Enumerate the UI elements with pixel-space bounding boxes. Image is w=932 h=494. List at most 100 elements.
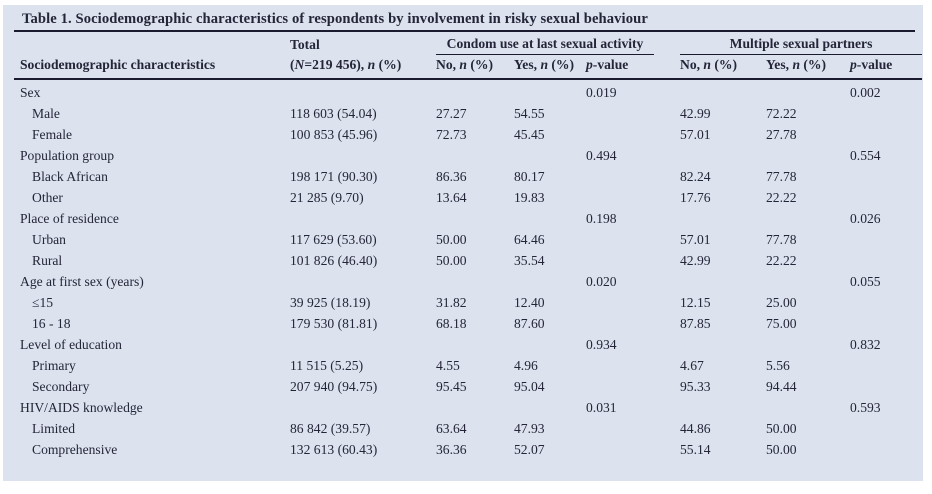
condom-no-value: 36.36 xyxy=(436,441,467,457)
yes-label-text2: (%) xyxy=(548,57,575,72)
gap-cell xyxy=(654,418,680,439)
total-value: 207 940 (94.75) xyxy=(290,378,378,394)
table-row: Comprehensive 132 613 (60.43) 36.36 52.07 55… xyxy=(14,439,922,460)
total-n-header-text2: =219 456), xyxy=(304,57,368,72)
multiple-no-value: 4.67 xyxy=(680,357,704,373)
multiple-no-value: 12.15 xyxy=(680,294,711,310)
multiple-yes-value: 50.00 xyxy=(766,420,797,436)
group-header-row: Total Condom use at last sexual activity… xyxy=(14,32,922,55)
col-header-multiple-no: No, n (%) xyxy=(680,54,766,80)
condom-yes-value xyxy=(514,208,586,229)
row-label: Male xyxy=(32,105,60,121)
multiple-pvalue: 0.593 xyxy=(850,399,881,415)
table-row: Place of residence 0.198 0.026 xyxy=(14,208,922,229)
condom-yes-value: 4.96 xyxy=(514,357,538,373)
gap-cell xyxy=(654,313,680,334)
condom-yes-value: 19.83 xyxy=(514,189,545,205)
condom-yes-value: 80.17 xyxy=(514,168,545,184)
multiple-no-value: 95.33 xyxy=(680,378,711,394)
condom-no-value: 95.45 xyxy=(436,378,467,394)
condom-pvalue xyxy=(586,124,654,145)
row-label: Urban xyxy=(32,231,66,247)
condom-pvalue xyxy=(586,313,654,334)
no-label-italic-n: n xyxy=(459,57,467,72)
condom-no-value xyxy=(436,334,514,355)
multiple-pvalue: 0.026 xyxy=(850,210,881,226)
condom-yes-value: 52.07 xyxy=(514,441,545,457)
multiple-no-value xyxy=(680,79,766,103)
col-header-multiple-pvalue: p-value xyxy=(850,54,922,80)
total-value xyxy=(290,79,436,103)
table-title: Table 1. Sociodemographic characteristic… xyxy=(14,5,915,32)
condom-yes-value: 64.46 xyxy=(514,231,545,247)
condom-no-value xyxy=(436,208,514,229)
multiple-no-value: 17.76 xyxy=(680,189,711,205)
condom-yes-value: 47.93 xyxy=(514,420,545,436)
multiple-pvalue xyxy=(850,166,922,187)
row-label: Sex xyxy=(20,84,41,100)
group-gap-cell xyxy=(654,32,680,55)
total-n-header-italic-N: N xyxy=(294,57,305,72)
multiple-pvalue: 0.554 xyxy=(850,147,881,163)
multiple-yes-value xyxy=(766,79,850,103)
multiple-pvalue xyxy=(850,187,922,208)
multiple-pvalue xyxy=(850,124,922,145)
total-value: 101 826 (46.40) xyxy=(290,252,378,268)
characteristics-header: Sociodemographic characteristics xyxy=(14,54,290,80)
condom-pvalue xyxy=(586,229,654,250)
gap-cell xyxy=(654,229,680,250)
table-row: Black African 198 171 (90.30) 86.36 80.17 82… xyxy=(14,166,922,187)
total-header: Total xyxy=(290,36,320,52)
condom-no-value: 50.00 xyxy=(436,231,467,247)
multiple-pvalue xyxy=(850,250,922,271)
multiple-pvalue xyxy=(850,376,922,397)
condom-no-value xyxy=(436,79,514,103)
no-label-text2: (%) xyxy=(466,57,494,72)
gap-cell xyxy=(654,376,680,397)
row-label: Age at first sex (years) xyxy=(20,273,144,289)
row-label: Secondary xyxy=(32,378,90,394)
condom-no-value xyxy=(436,145,514,166)
table-row: Female 100 853 (45.96) 72.73 45.45 57.01 27.7… xyxy=(14,124,922,145)
condom-pvalue xyxy=(586,439,654,460)
gap-cell xyxy=(654,187,680,208)
condom-pvalue xyxy=(586,103,654,124)
table-row: Urban 117 629 (53.60) 50.00 64.46 57.01 77.78 xyxy=(14,229,922,250)
row-label: Female xyxy=(32,126,73,142)
row-label: Limited xyxy=(32,420,76,436)
p-label-italic-p: p xyxy=(850,57,857,72)
col-header-condom-pvalue: p-value xyxy=(586,54,654,80)
total-value: 132 613 (60.43) xyxy=(290,441,378,457)
col-header-multiple-yes: Yes, n (%) xyxy=(766,54,850,80)
multiple-group-label: Multiple sexual partners xyxy=(729,36,873,51)
total-value: 86 842 (39.57) xyxy=(290,420,371,436)
condom-group-label: Condom use at last sexual activity xyxy=(446,36,644,51)
row-label: 16 - 18 xyxy=(32,315,71,331)
header-gap-cell xyxy=(654,54,680,80)
total-value: 21 285 (9.70) xyxy=(290,189,364,205)
multiple-yes-value: 25.00 xyxy=(766,294,797,310)
empty-header-cell xyxy=(14,32,290,55)
row-label: Rural xyxy=(32,252,63,268)
condom-yes-value: 87.60 xyxy=(514,315,545,331)
condom-no-value: 4.55 xyxy=(436,357,460,373)
condom-yes-value xyxy=(514,79,586,103)
gap-cell xyxy=(654,124,680,145)
row-label: Population group xyxy=(20,147,115,163)
gap-cell xyxy=(654,166,680,187)
total-n-header-text3: (%) xyxy=(375,57,402,72)
condom-no-value: 27.27 xyxy=(436,105,467,121)
multiple-no-value: 87.85 xyxy=(680,315,711,331)
row-label: Other xyxy=(32,189,63,205)
gap-cell xyxy=(654,103,680,124)
table-row: Secondary 207 940 (94.75) 95.45 95.04 95.33 9… xyxy=(14,376,922,397)
condom-pvalue xyxy=(586,166,654,187)
multiple-yes-value: 22.22 xyxy=(766,189,797,205)
condom-pvalue xyxy=(586,355,654,376)
multiple-pvalue xyxy=(850,229,922,250)
condom-pvalue: 0.020 xyxy=(586,273,617,289)
condom-yes-value xyxy=(514,271,586,292)
table-panel: Table 1. Sociodemographic characteristic… xyxy=(3,5,923,481)
condom-yes-value xyxy=(514,334,586,355)
multiple-yes-value: 27.78 xyxy=(766,126,797,142)
